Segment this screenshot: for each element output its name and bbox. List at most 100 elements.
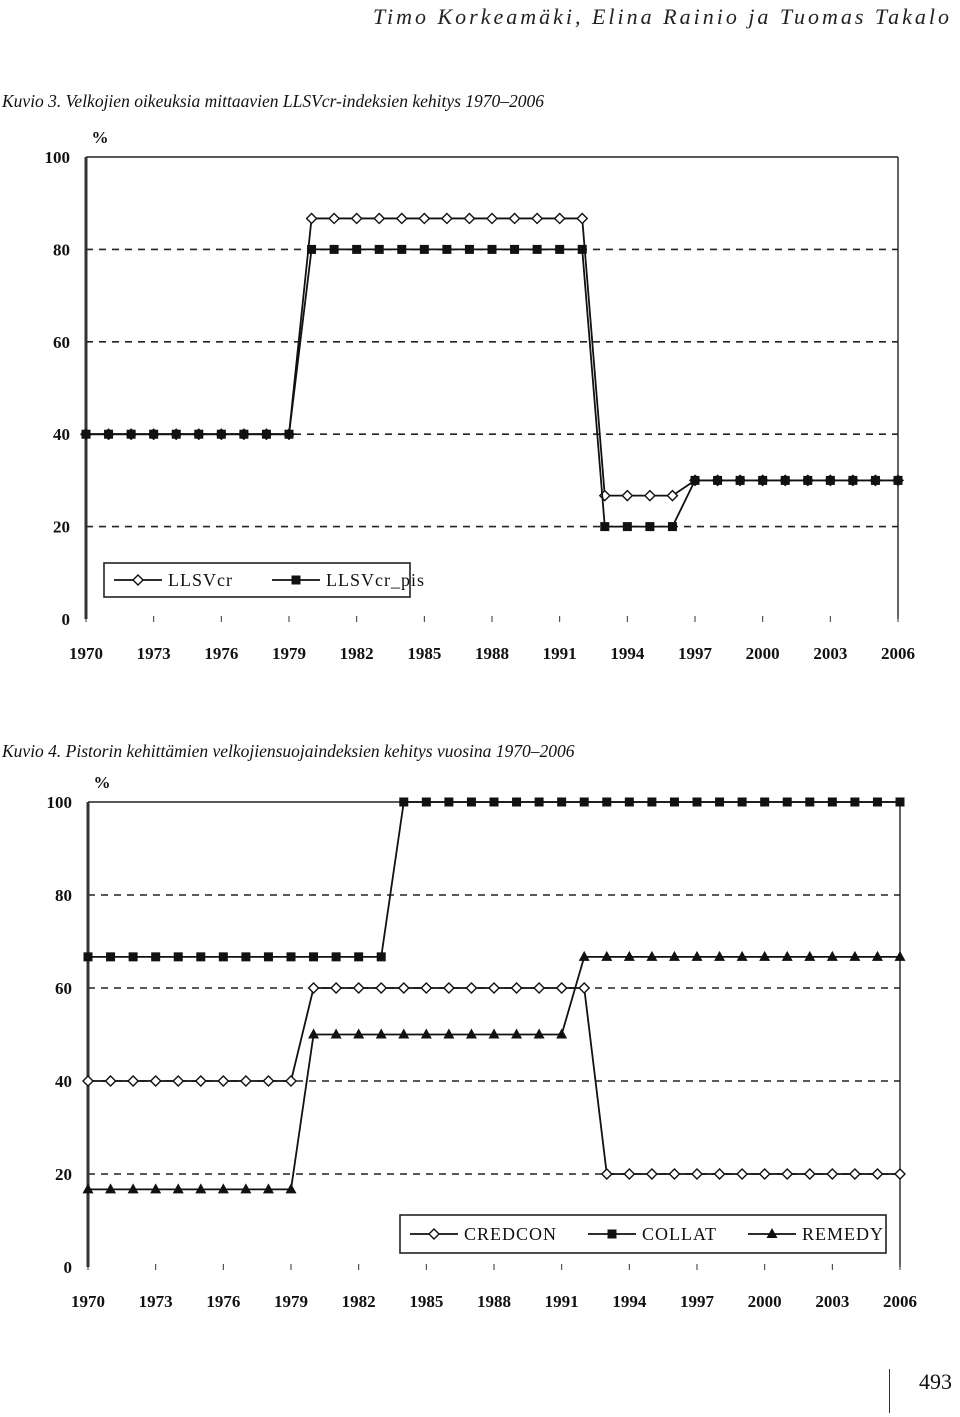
data-point	[782, 797, 792, 807]
data-point	[149, 1075, 162, 1087]
data-point	[804, 950, 816, 961]
data-point	[647, 797, 657, 807]
data-point	[127, 1075, 140, 1087]
data-point	[713, 475, 723, 485]
data-point	[849, 950, 861, 961]
data-point	[532, 244, 542, 254]
data-point	[374, 244, 384, 254]
data-point	[510, 244, 520, 254]
x-tick-label: 1997	[678, 644, 713, 663]
data-point	[645, 1168, 658, 1180]
series-line	[86, 217, 898, 497]
data-point	[284, 429, 294, 439]
y-axis-unit-label: %	[94, 773, 111, 792]
y-tick-label: 0	[62, 610, 71, 629]
data-point	[781, 1168, 794, 1180]
data-point	[218, 952, 228, 962]
data-point	[106, 952, 116, 962]
y-tick-label: 40	[53, 425, 70, 444]
data-point	[330, 1028, 342, 1039]
data-point	[602, 797, 612, 807]
x-tick-label: 1991	[543, 644, 577, 663]
figure-4-svg: 0 20 40 60 80 100% 1970 1973 1976 1979 1982 1985 198…	[47, 773, 918, 1311]
y-tick-label: 80	[55, 886, 72, 905]
data-point	[533, 982, 546, 994]
x-tick-label: 1994	[612, 1292, 647, 1311]
page-number-rule	[889, 1369, 890, 1413]
legend-label: REMEDY	[802, 1224, 884, 1244]
data-point	[512, 797, 522, 807]
running-header: Timo Korkeamäki, Elina Rainio ja Tuomas …	[372, 4, 952, 29]
y-tick-label: 60	[53, 333, 70, 352]
x-tick-label: 1994	[610, 644, 645, 663]
data-point	[373, 212, 386, 225]
data-point	[309, 952, 319, 962]
data-point	[624, 797, 634, 807]
figure-3-chart: 0 20 40 60 80 100% 1970 1973 1976 1979 1982 1985 198…	[0, 120, 960, 680]
data-point	[104, 429, 114, 439]
data-point	[217, 1183, 229, 1194]
x-tick-label: 2006	[883, 1292, 917, 1311]
data-point	[488, 1028, 500, 1039]
data-point	[758, 475, 768, 485]
x-tick-label: 2000	[748, 1292, 782, 1311]
data-point	[895, 797, 905, 807]
data-point	[83, 952, 93, 962]
data-point	[827, 797, 837, 807]
data-point	[239, 1075, 252, 1087]
legend-label: LLSVcr_pis	[326, 570, 425, 590]
page-number: 493	[919, 1369, 952, 1394]
data-point	[421, 797, 431, 807]
data-point	[805, 797, 815, 807]
data-point	[171, 429, 181, 439]
data-point	[330, 982, 343, 994]
data-point	[781, 950, 793, 961]
data-point	[196, 952, 206, 962]
data-point	[329, 244, 339, 254]
legend: LLSVcr LLSVcr_pis	[103, 562, 425, 598]
x-tick-label: 1973	[139, 1292, 173, 1311]
data-point	[556, 1028, 568, 1039]
data-point	[151, 952, 161, 962]
data-point	[489, 797, 499, 807]
data-point	[308, 1028, 320, 1039]
data-point	[395, 212, 408, 225]
data-point	[463, 212, 476, 225]
data-point	[557, 797, 567, 807]
data-point	[263, 952, 273, 962]
figure-4-chart: 0 20 40 60 80 100% 1970 1973 1976 1979 1982 1985 198…	[0, 768, 960, 1328]
y-axis-ticks: 0 20 40 60 80 100	[45, 148, 71, 629]
x-tick-label: 1970	[71, 1292, 105, 1311]
x-tick-label: 1982	[342, 1292, 376, 1311]
data-point	[419, 244, 429, 254]
data-point	[286, 952, 296, 962]
data-point	[352, 982, 365, 994]
data-point	[352, 244, 362, 254]
data-point	[262, 1183, 274, 1194]
legend-marker	[132, 574, 144, 586]
data-point	[285, 1075, 297, 1087]
series-remedy	[82, 950, 906, 1194]
series-llsvcr	[80, 212, 904, 502]
y-tick-label: 0	[64, 1258, 73, 1277]
data-point	[397, 982, 410, 994]
data-point	[826, 950, 838, 961]
data-point	[848, 475, 858, 485]
data-point	[126, 429, 136, 439]
data-point	[691, 950, 703, 961]
gridlines	[86, 156, 898, 528]
data-point	[691, 1168, 703, 1180]
legend-box	[399, 1214, 887, 1254]
data-point	[555, 244, 565, 254]
data-point	[534, 797, 544, 807]
data-point	[82, 1075, 94, 1087]
x-tick-label: 1991	[545, 1292, 579, 1311]
data-point	[803, 1168, 816, 1180]
x-axis-ticks: 1970 1973 1976 1979 1982 1985 1988 1991 1994 1997…	[71, 1264, 917, 1311]
data-point	[894, 1168, 906, 1180]
y-axis-ticks: 0 20 40 60 80 100	[47, 793, 73, 1277]
data-point	[217, 1075, 230, 1087]
data-point	[418, 212, 431, 225]
y-tick-label: 40	[55, 1072, 72, 1091]
data-point	[511, 1028, 523, 1039]
